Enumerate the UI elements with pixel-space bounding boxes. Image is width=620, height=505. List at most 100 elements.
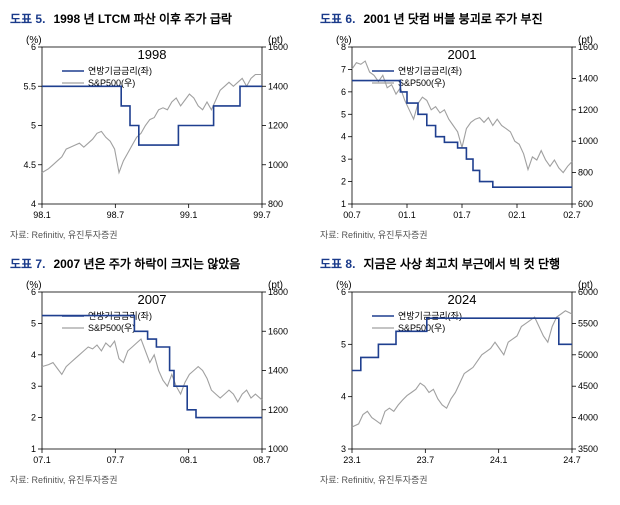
panel-title-row: 도표 6. 2001 년 닷컴 버블 붕괴로 주가 부진 (320, 10, 610, 27)
svg-text:(pt): (pt) (578, 35, 593, 46)
svg-text:(pt): (pt) (268, 280, 283, 291)
svg-text:1200: 1200 (268, 121, 288, 131)
source-label: 자료: Refinitiv, 유진투자증권 (10, 473, 300, 486)
svg-text:(%): (%) (336, 280, 352, 291)
svg-text:99.7: 99.7 (253, 210, 271, 220)
fed-rate-line (352, 81, 572, 188)
svg-text:5: 5 (341, 339, 346, 349)
svg-text:800: 800 (268, 199, 283, 209)
svg-text:5000: 5000 (578, 350, 598, 360)
svg-text:연방기금금리(좌): 연방기금금리(좌) (398, 66, 462, 76)
svg-text:24.1: 24.1 (490, 455, 508, 465)
svg-text:08.7: 08.7 (253, 455, 271, 465)
svg-text:5: 5 (341, 109, 346, 119)
svg-text:3: 3 (341, 154, 346, 164)
source-label: 자료: Refinitiv, 유진투자증권 (320, 228, 610, 241)
svg-text:연방기금금리(좌): 연방기금금리(좌) (398, 311, 462, 321)
title-prefix: 도표 7. (10, 255, 45, 272)
svg-text:1600: 1600 (268, 326, 288, 336)
svg-text:01.1: 01.1 (398, 210, 416, 220)
title-prefix: 도표 6. (320, 10, 355, 27)
svg-text:4: 4 (341, 392, 346, 402)
panel-title-row: 도표 5. 1998 년 LTCM 파산 이후 주가 급락 (10, 10, 300, 27)
svg-text:02.7: 02.7 (563, 210, 581, 220)
svg-text:1000: 1000 (268, 444, 288, 454)
svg-text:1400: 1400 (578, 73, 598, 83)
svg-text:23.1: 23.1 (343, 455, 361, 465)
svg-text:5: 5 (31, 121, 36, 131)
svg-text:1000: 1000 (268, 160, 288, 170)
svg-text:연방기금금리(좌): 연방기금금리(좌) (88, 66, 152, 76)
chart-panel: 도표 8.지금은 사상 최고치 부근에서 빅 컷 단행3456350040004… (320, 255, 610, 486)
svg-text:5.5: 5.5 (23, 81, 36, 91)
svg-text:02.1: 02.1 (508, 210, 526, 220)
title-text: 2007 년은 주가 하락이 크지는 않았음 (53, 255, 240, 272)
svg-text:2007: 2007 (138, 292, 167, 307)
svg-text:24.7: 24.7 (563, 455, 581, 465)
title-text: 1998 년 LTCM 파산 이후 주가 급락 (53, 10, 232, 27)
svg-text:98.1: 98.1 (33, 210, 51, 220)
sp500-line (42, 75, 262, 173)
panel-title-row: 도표 8. 지금은 사상 최고치 부근에서 빅 컷 단행 (320, 255, 610, 272)
title-prefix: 도표 5. (10, 10, 45, 27)
chart-panel: 도표 7.2007 년은 주가 하락이 크지는 않았음1234561000120… (10, 255, 300, 486)
svg-text:6: 6 (341, 87, 346, 97)
svg-text:4: 4 (341, 132, 346, 142)
svg-text:07.7: 07.7 (107, 455, 125, 465)
chart-svg: 12345678600800100012001400160000.701.101… (320, 31, 610, 226)
svg-text:600: 600 (578, 199, 593, 209)
source-label: 자료: Refinitiv, 유진투자증권 (320, 473, 610, 486)
svg-text:1200: 1200 (578, 105, 598, 115)
svg-text:1998: 1998 (138, 47, 167, 62)
svg-text:800: 800 (578, 168, 593, 178)
title-text: 2001 년 닷컴 버블 붕괴로 주가 부진 (363, 10, 542, 27)
title-text: 지금은 사상 최고치 부근에서 빅 컷 단행 (363, 255, 560, 272)
svg-text:4.5: 4.5 (23, 160, 36, 170)
svg-text:23.7: 23.7 (417, 455, 435, 465)
svg-text:4500: 4500 (578, 381, 598, 391)
svg-text:3500: 3500 (578, 444, 598, 454)
svg-text:1200: 1200 (268, 405, 288, 415)
svg-text:98.7: 98.7 (107, 210, 125, 220)
svg-text:2: 2 (31, 413, 36, 423)
fed-rate-line (42, 316, 262, 418)
svg-text:5500: 5500 (578, 318, 598, 328)
svg-text:4: 4 (31, 350, 36, 360)
svg-text:7: 7 (341, 64, 346, 74)
svg-text:(%): (%) (26, 35, 42, 46)
svg-text:1400: 1400 (268, 81, 288, 91)
svg-text:(pt): (pt) (578, 280, 593, 291)
svg-text:07.1: 07.1 (33, 455, 51, 465)
source-label: 자료: Refinitiv, 유진투자증권 (10, 228, 300, 241)
svg-text:S&P500(우): S&P500(우) (88, 323, 135, 333)
svg-text:S&P500(우): S&P500(우) (398, 78, 445, 88)
chart-panel: 도표 5.1998 년 LTCM 파산 이후 주가 급락44.555.56800… (10, 10, 300, 241)
panel-title-row: 도표 7. 2007 년은 주가 하락이 크지는 않았음 (10, 255, 300, 272)
svg-text:4: 4 (31, 199, 36, 209)
svg-text:3: 3 (31, 381, 36, 391)
svg-text:1: 1 (31, 444, 36, 454)
svg-text:01.7: 01.7 (453, 210, 471, 220)
svg-text:99.1: 99.1 (180, 210, 198, 220)
svg-text:2001: 2001 (448, 47, 477, 62)
svg-text:3: 3 (341, 444, 346, 454)
chart-svg: 345635004000450050005500600023.123.724.1… (320, 276, 610, 471)
svg-text:(%): (%) (26, 280, 42, 291)
svg-text:00.7: 00.7 (343, 210, 361, 220)
chart-svg: 1234561000120014001600180007.107.708.108… (10, 276, 300, 471)
chart-panel: 도표 6.2001 년 닷컴 버블 붕괴로 주가 부진1234567860080… (320, 10, 610, 241)
fed-rate-line (42, 86, 262, 145)
svg-text:1: 1 (341, 199, 346, 209)
svg-text:5: 5 (31, 318, 36, 328)
sp500-line (42, 339, 262, 402)
svg-text:08.1: 08.1 (180, 455, 198, 465)
svg-text:1400: 1400 (268, 366, 288, 376)
svg-text:1000: 1000 (578, 136, 598, 146)
title-prefix: 도표 8. (320, 255, 355, 272)
svg-text:4000: 4000 (578, 413, 598, 423)
sp500-line (352, 61, 572, 173)
svg-text:2: 2 (341, 177, 346, 187)
svg-text:(%): (%) (336, 35, 352, 46)
svg-text:(pt): (pt) (268, 35, 283, 46)
chart-svg: 44.555.56800100012001400160098.198.799.1… (10, 31, 300, 226)
